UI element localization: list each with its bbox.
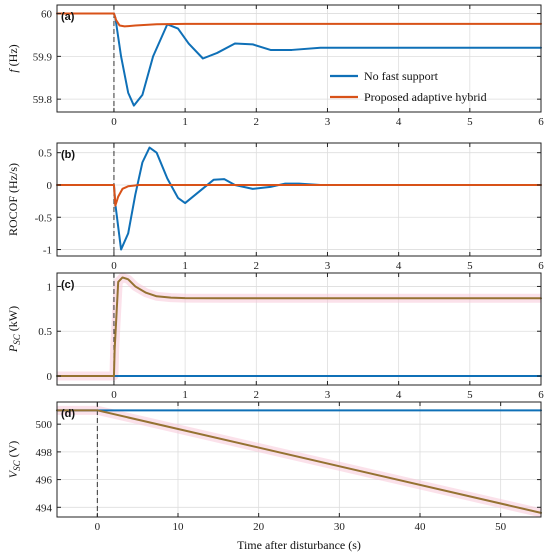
x-tick-label: 50 [495,521,507,533]
panel-label: (b) [61,149,75,161]
panel-0-ylabel: f (Hz) [6,44,20,72]
x-tick-label: 10 [173,521,185,533]
x-tick-label: 0 [95,521,101,533]
x-tick-label: 5 [467,260,473,272]
axes-frame [56,142,542,257]
panel-a: 0 1 2 3 4 5 6 59.8 59.9 60 (a) f (Hz) No fast suppor… [6,4,544,128]
panel-d: 0 10 20 30 40 50 494 496 498 500 (d) VSC (V) Time af… [6,401,543,552]
legend: No fast support Proposed adaptive hybrid [330,69,487,104]
x-tick-label: 30 [334,521,346,533]
x-axis-label: Time after disturbance (s) [237,538,361,552]
panel-c: 0 1 2 3 4 5 6 0 0.5 1 (c) PSC (kW) [6,272,544,401]
y-tick-label: 494 [36,502,53,514]
y-tick-label: 0 [47,180,53,192]
x-tick-label: 4 [396,260,402,272]
y-tick-label: 0.5 [38,148,52,160]
panel-label: (d) [61,408,75,420]
x-tick-label: 2 [254,116,260,128]
x-tick-label: 4 [396,116,402,128]
series-line-proposed-adaptive-hybrid [56,409,542,514]
x-tick-label: 4 [396,389,402,401]
ylabel-sub: SC [12,333,22,345]
axes-frame [56,4,542,113]
axes-frame [56,401,542,518]
x-tick-label: 40 [415,521,427,533]
panel-2-ylabel: PSC (kW) [6,306,22,353]
y-tick-label: 500 [36,419,53,431]
x-tick-label: 1 [182,389,188,401]
legend-entry: Proposed adaptive hybrid [364,90,487,104]
x-tick-label: 2 [254,389,260,401]
x-tick-label: 6 [538,116,544,128]
legend-entry: No fast support [364,69,439,83]
x-tick-label: 5 [467,389,473,401]
ylabel-main: P [6,344,20,353]
ylabel-rest: (V) [6,441,20,461]
series-highlight-band [57,405,543,518]
x-tick-label: 5 [467,116,473,128]
panel-b: 0 1 2 3 4 5 6 -1 -0.5 0 0.5 (b) ROCOF (Hz/s) [6,142,544,272]
y-tick-label: 498 [36,447,53,459]
y-tick-label: 0.5 [38,326,52,338]
x-tick-label: 3 [325,116,331,128]
y-tick-label: 59.8 [33,94,53,106]
series-line-proposed-adaptive-hybrid [56,12,542,28]
x-tick-label: 0 [111,260,117,272]
x-tick-label: 0 [111,389,117,401]
x-tick-label: 0 [111,116,117,128]
x-tick-label: 3 [325,260,331,272]
y-tick-label: -0.5 [35,212,53,224]
x-tick-label: 2 [254,260,260,272]
x-tick-label: 1 [182,116,188,128]
y-tick-label: 0 [47,371,53,383]
series-highlight-band [57,272,541,381]
axes-frame [56,272,542,386]
ylabel-rest: (Hz) [6,44,20,69]
panel-3-ylabel: VSC (V) [6,441,22,479]
panel-label: (c) [61,279,75,291]
ylabel-sub: SC [12,459,22,471]
ylabel-rest: (kW) [6,306,20,334]
x-tick-label: 20 [253,521,265,533]
panel-label: (a) [61,11,75,23]
y-tick-label: 60 [41,9,53,21]
y-tick-label: -1 [43,245,52,257]
x-tick-label: 6 [538,260,544,272]
x-tick-label: 1 [182,260,188,272]
panel-1-ylabel: ROCOF (Hz/s) [6,163,20,236]
series-line-proposed-adaptive-hybrid [56,183,542,207]
series-line-no-fast-support [56,146,542,251]
x-tick-label: 6 [538,389,544,401]
y-tick-label: 496 [36,475,53,487]
ylabel-main: V [6,469,20,478]
series-line-no-fast-support [56,12,542,107]
ylabel-main: f [6,68,20,73]
series-line-proposed-adaptive-hybrid [56,276,542,378]
y-tick-label: 1 [47,281,53,293]
y-tick-label: 59.9 [33,51,53,63]
x-tick-label: 3 [325,389,331,401]
